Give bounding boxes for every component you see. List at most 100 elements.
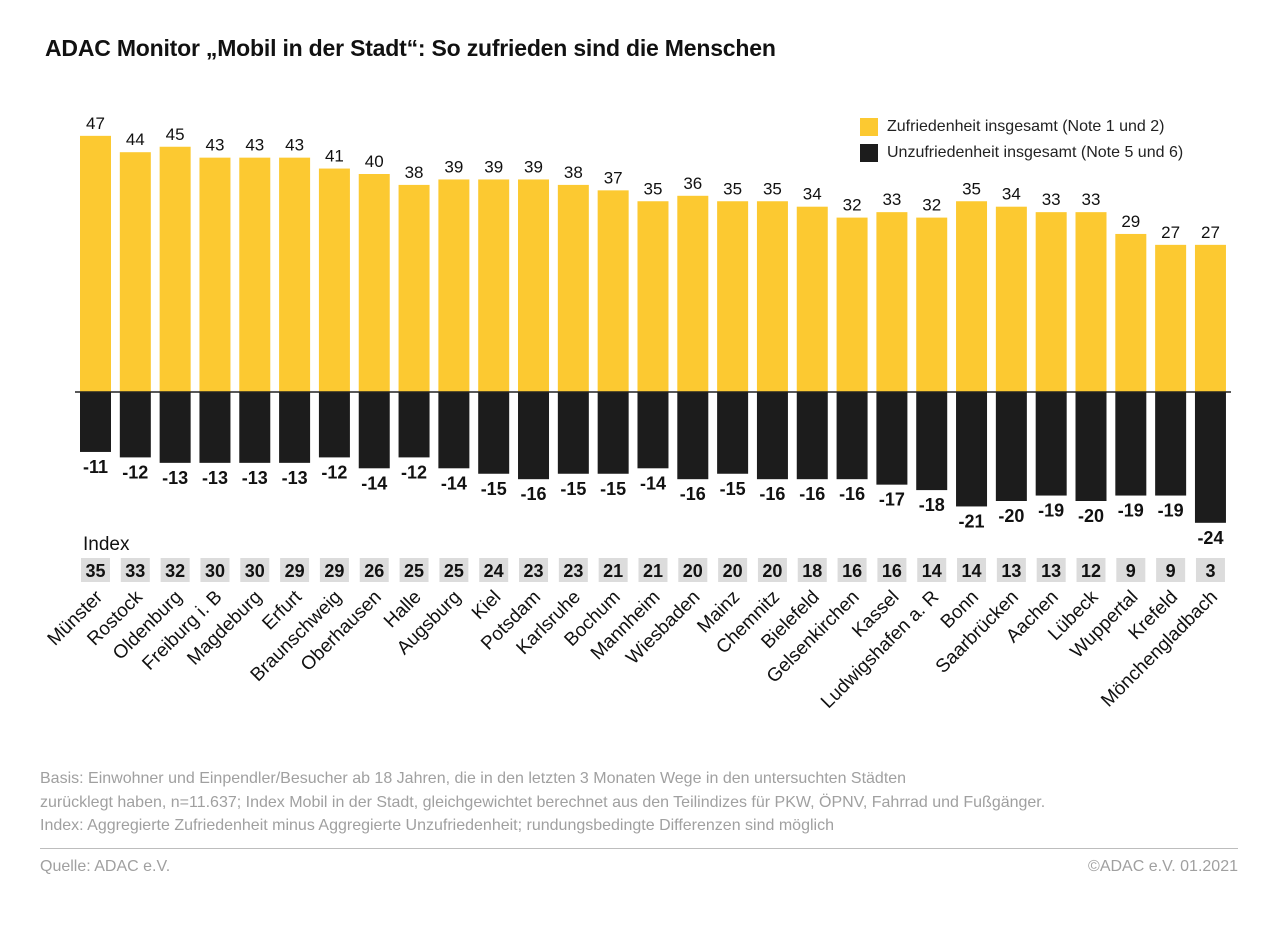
index-value: 35 [85,561,105,581]
dissatisfaction-value-label: -14 [361,473,387,493]
dissatisfaction-bar [756,392,788,480]
index-value: 30 [205,561,225,581]
satisfaction-bar [597,190,629,392]
satisfaction-value-label: 44 [126,130,145,149]
index-box [1036,558,1066,582]
index-value: 9 [1126,561,1136,581]
dissatisfaction-value-label: -13 [162,468,188,488]
satisfaction-bar [119,152,151,392]
index-box [319,558,349,582]
dissatisfaction-value-label: -15 [600,479,626,499]
satisfaction-value-label: 27 [1201,223,1220,242]
legend-label-dissatisfaction: Unzufriedenheit insgesamt (Note 5 und 6) [887,144,1184,161]
index-box [1076,558,1106,582]
satisfaction-bar [916,217,948,392]
satisfaction-bar [1155,244,1187,392]
satisfaction-bar [199,157,231,392]
satisfaction-value-label: 32 [843,196,862,215]
dissatisfaction-value-label: -15 [720,479,746,499]
dissatisfaction-value-label: -18 [919,495,945,515]
satisfaction-bar [438,179,470,392]
index-box [718,558,748,582]
index-box [1116,558,1146,582]
satisfaction-bar [398,184,430,392]
dissatisfaction-bar [557,392,589,474]
dissatisfaction-bar [995,392,1027,501]
index-value: 14 [962,561,982,581]
index-box [598,558,628,582]
dissatisfaction-value-label: -20 [998,506,1024,526]
satisfaction-bar [358,174,390,392]
satisfaction-value-label: 33 [882,190,901,209]
index-box [81,558,110,582]
dissatisfaction-value-label: -21 [959,511,985,531]
dissatisfaction-value-label: -24 [1197,528,1223,548]
dissatisfaction-value-label: -12 [122,462,148,482]
dissatisfaction-bar [916,392,948,491]
dissatisfaction-value-label: -19 [1118,501,1144,521]
dissatisfaction-bar [1194,392,1226,523]
footnote-line: zurücklegt haben, n=11.637; Index Mobil … [40,793,1046,811]
dissatisfaction-bar [637,392,669,469]
index-box [240,558,270,582]
satisfaction-value-label: 35 [723,179,742,198]
satisfaction-bar [1035,212,1067,392]
dissatisfaction-value-label: -20 [1078,506,1104,526]
dissatisfaction-value-label: -15 [481,479,507,499]
legend-item-satisfaction: Zufriedenheit insgesamt (Note 1 und 2) [860,114,1183,140]
dissatisfaction-value-labels: -11 -12 -13 -13 -13 -13 -12-14-12-14 -15 -16 -15-… [83,457,1223,548]
index-value: 29 [285,561,305,581]
index-box [280,558,310,582]
satisfaction-value-label: 35 [644,179,663,198]
index-box [359,558,389,582]
satisfaction-bar [1115,233,1147,392]
dissatisfaction-bar [956,392,988,507]
satisfaction-value-label: 41 [325,147,344,166]
satisfaction-bar [318,168,350,392]
index-value: 33 [125,561,145,581]
index-value: 24 [484,561,504,581]
footnote-line: Basis: Einwohner und Einpendler/Besucher… [40,770,907,787]
satisfaction-bar [995,206,1027,392]
index-box [797,558,827,582]
satisfaction-bar [518,179,550,392]
index-box [1156,558,1186,582]
satisfaction-bar [796,206,828,392]
satisfaction-value-label: 35 [962,179,981,198]
satisfaction-value-label: 39 [444,157,463,176]
dissatisfaction-value-label: -16 [799,484,825,504]
index-label: Index [83,534,130,555]
index-box [558,558,588,582]
index-value: 23 [563,561,583,581]
index-box [160,558,190,582]
satisfaction-value-label: 36 [683,174,702,193]
index-box [757,558,787,582]
index-value: 13 [1001,561,1021,581]
satisfaction-bar [956,201,988,392]
index-value: 20 [683,561,703,581]
index-box [837,558,867,582]
dissatisfaction-bar [1035,392,1067,496]
index-value: 16 [842,561,862,581]
index-value: 20 [762,561,782,581]
source-label: Quelle: ADAC e.V. [40,858,171,875]
dissatisfaction-value-label: -13 [282,468,308,488]
dissatisfaction-value-label: -16 [759,484,785,504]
legend: Zufriedenheit insgesamt (Note 1 und 2) U… [860,114,1183,166]
dissatisfaction-value-label: -16 [521,484,547,504]
index-value: 20 [723,561,743,581]
dissatisfaction-bar [159,392,191,463]
index-value: 21 [643,561,663,581]
dissatisfaction-value-label: -14 [441,473,467,493]
satisfaction-value-label: 40 [365,152,384,171]
index-value: 32 [165,561,185,581]
dissatisfaction-bar [717,392,749,474]
dissatisfaction-bar [438,392,470,469]
satisfaction-bar [279,157,311,392]
satisfaction-bar [80,135,111,392]
satisfaction-bar [756,201,788,392]
satisfaction-value-label: 32 [922,196,941,215]
satisfaction-value-label: 39 [484,157,503,176]
dissatisfaction-bar [836,392,868,480]
